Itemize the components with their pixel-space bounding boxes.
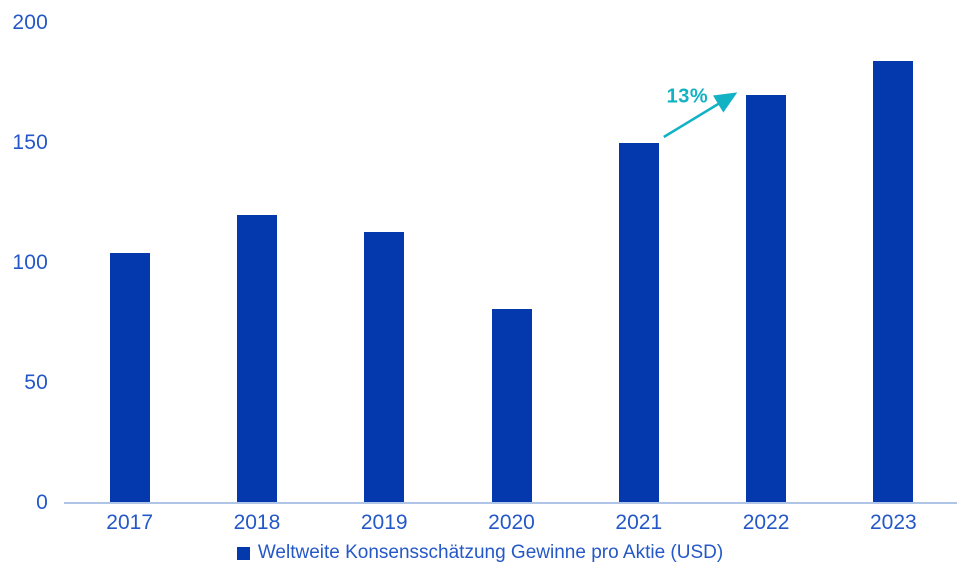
- y-tick-label: 50: [24, 371, 48, 394]
- y-tick-label: 150: [12, 131, 48, 154]
- bar: [364, 231, 405, 503]
- legend-marker-square: [236, 546, 250, 560]
- x-tick-label: 2023: [869, 511, 917, 534]
- growth-annotation-label: 13%: [666, 85, 709, 108]
- bar: [746, 95, 787, 503]
- y-tick-label: 100: [12, 251, 48, 274]
- bar: [491, 308, 532, 503]
- bar: [618, 143, 659, 503]
- bar: [873, 61, 914, 503]
- bar: [109, 253, 150, 503]
- x-tick-label: 2020: [488, 511, 535, 534]
- x-tick-label: 2019: [360, 511, 408, 534]
- y-tick-label: 200: [12, 11, 48, 34]
- legend-label: Weltweite Konsensschätzung Gewinne pro A…: [257, 542, 724, 563]
- x-tick-label: 2021: [615, 511, 663, 534]
- x-tick-label: 2022: [742, 511, 790, 534]
- x-tick-label: 2017: [106, 511, 153, 534]
- x-axis-line: [64, 502, 957, 504]
- legend: Weltweite Konsensschätzung Gewinne pro A…: [0, 542, 960, 564]
- y-tick-label: 0: [36, 491, 48, 514]
- bar: [236, 215, 277, 503]
- x-tick-label: 2018: [233, 511, 281, 534]
